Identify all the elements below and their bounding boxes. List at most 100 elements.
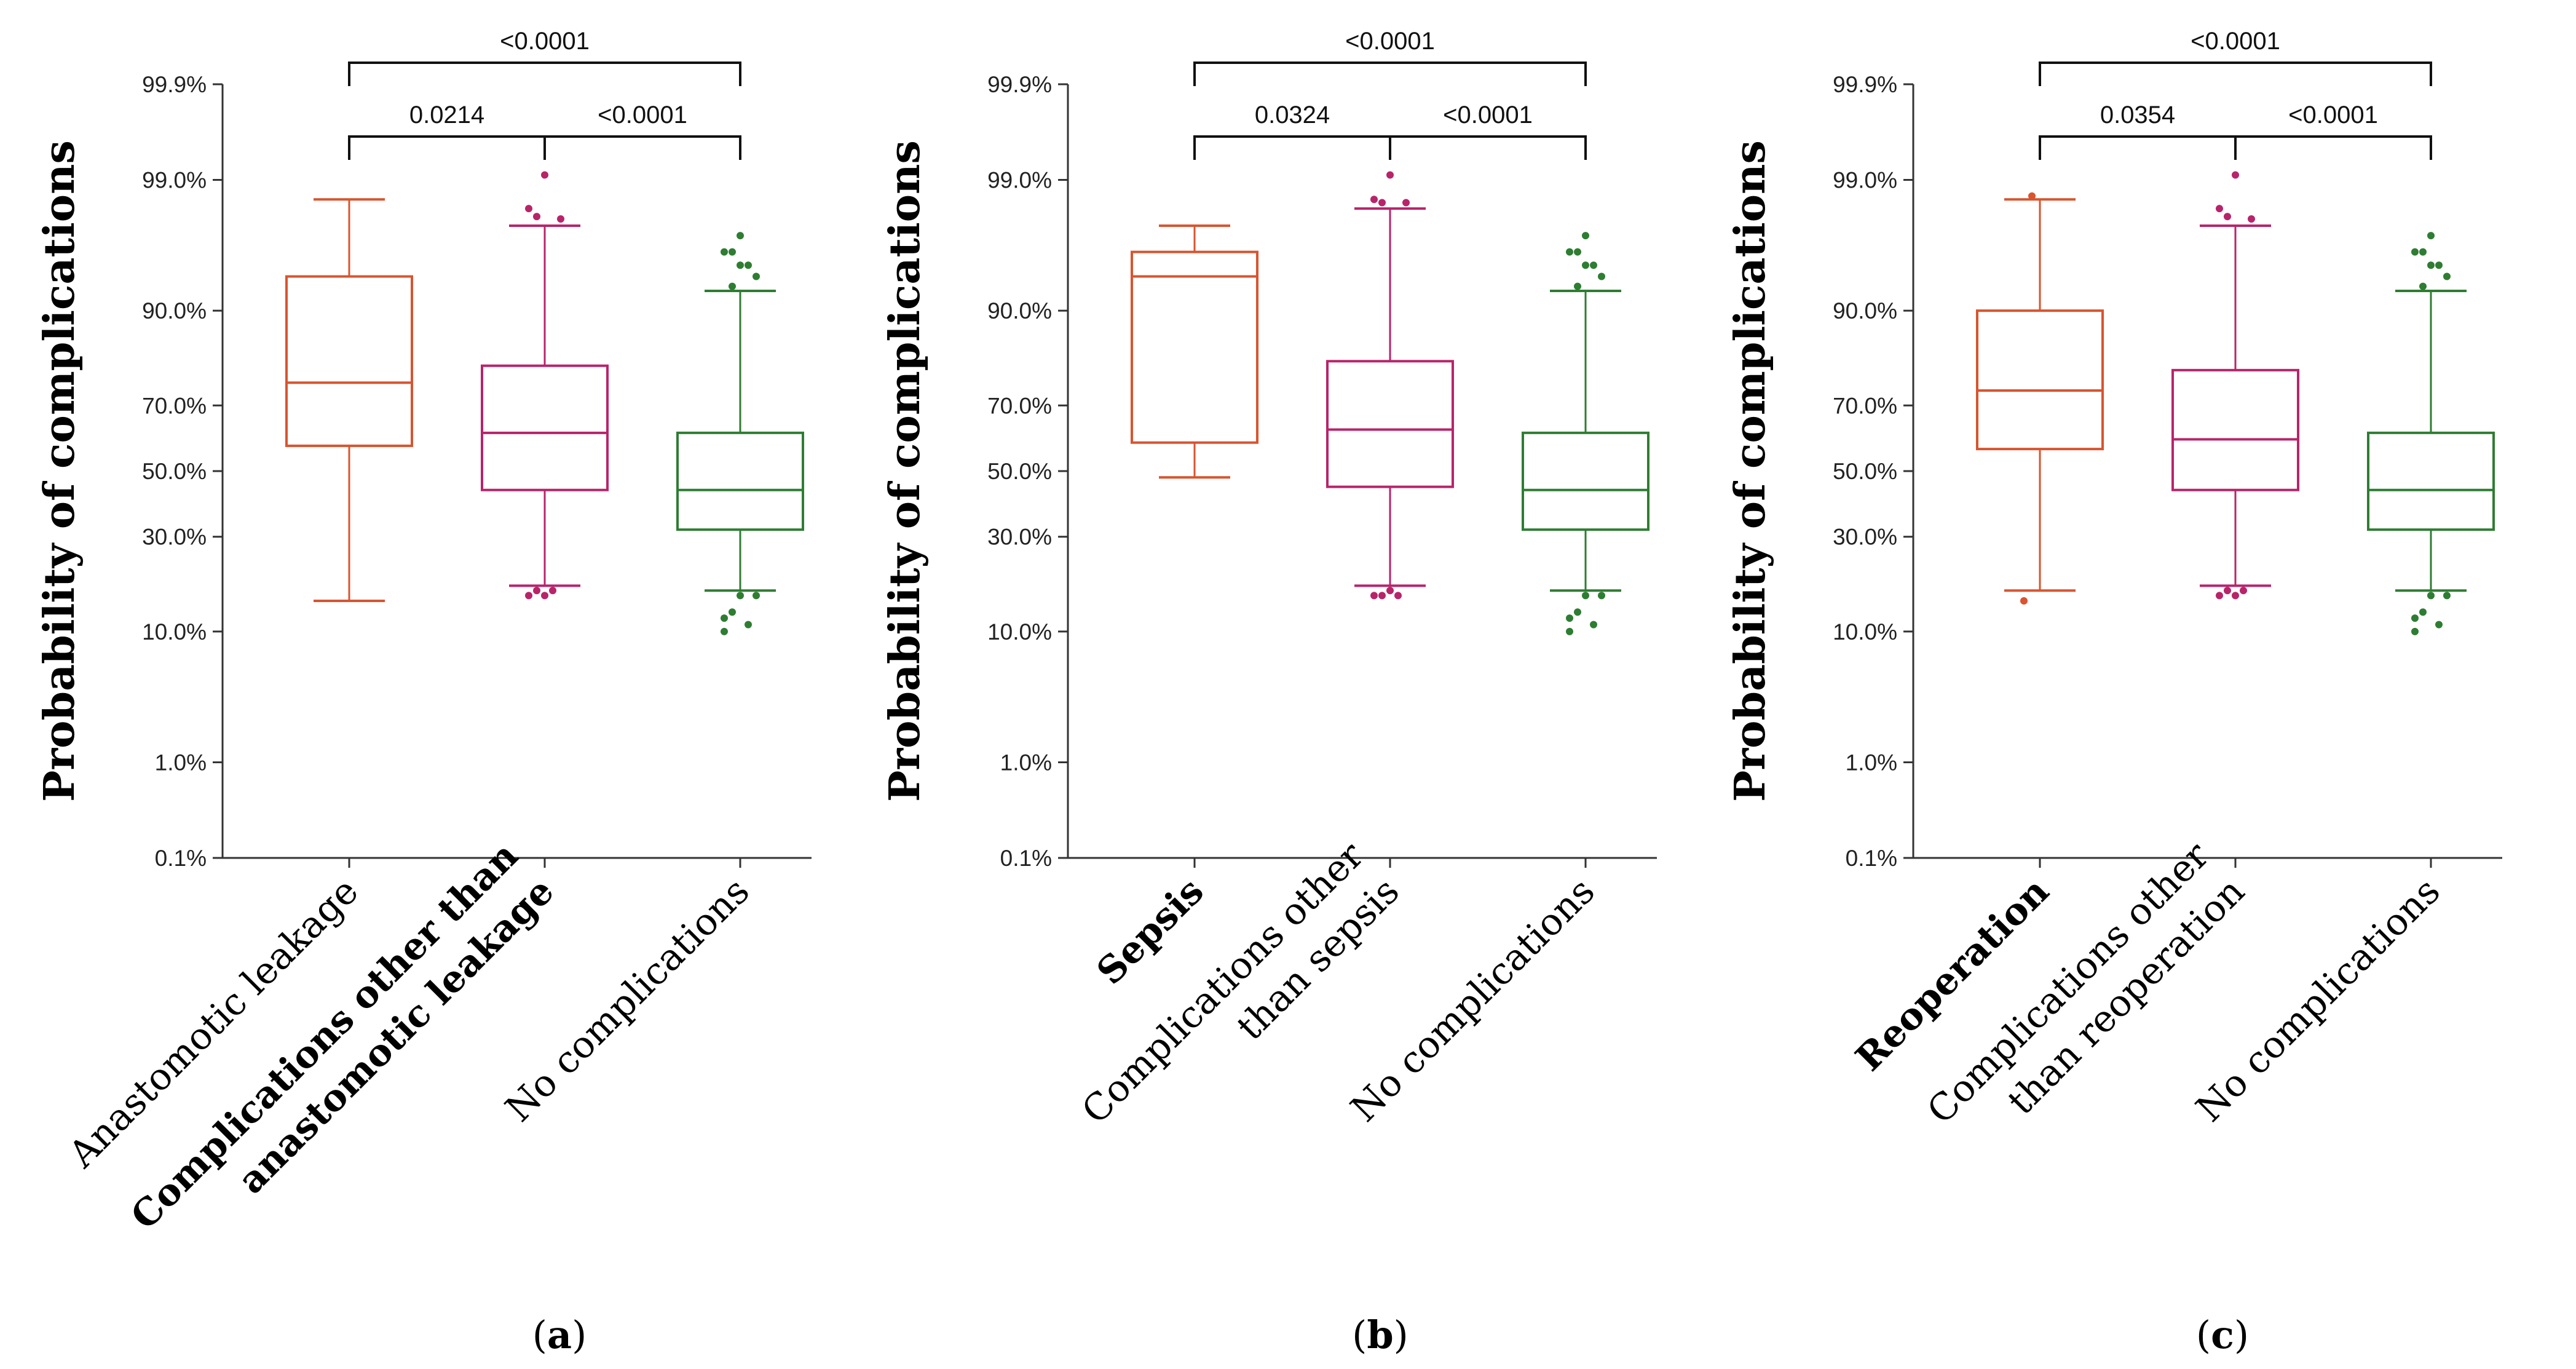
y-tick-label: 1.0%: [1000, 750, 1052, 776]
box-group: [676, 232, 804, 635]
y-tick-label: 30.0%: [142, 525, 207, 550]
outlier-point: [557, 215, 564, 223]
x-category-label: Complications otherthan sepsis: [1073, 834, 1407, 1168]
significance-label: <0.0001: [1443, 101, 1533, 129]
panel-label: (b): [1352, 1312, 1409, 1357]
outlier-point: [1574, 608, 1581, 616]
y-tick-label: 0.1%: [1846, 846, 1897, 871]
panel-label: (a): [532, 1312, 587, 1357]
y-tick-label: 0.1%: [1000, 846, 1052, 871]
y-tick-label: 10.0%: [142, 619, 207, 645]
y-axis-label: Probability of complications: [880, 140, 930, 802]
outlier-point: [1598, 592, 1605, 600]
outlier-point: [721, 248, 728, 256]
box-iqr: [1522, 431, 1650, 531]
box-group: [1976, 192, 2104, 605]
y-tick-label: 50.0%: [1833, 459, 1897, 484]
outlier-point: [1566, 248, 1573, 256]
outlier-point: [2435, 621, 2443, 629]
outlier-point: [721, 614, 728, 622]
y-tick-label: 70.0%: [987, 393, 1052, 418]
outlier-point: [2028, 192, 2036, 200]
outlier-point: [1582, 232, 1589, 240]
outlier-point: [2020, 597, 2028, 605]
box-group: [1326, 171, 1454, 600]
panel-label-open: (: [2196, 1312, 2211, 1357]
outlier-point: [2427, 261, 2435, 269]
significance-bracket: [348, 135, 546, 160]
y-tick-label: 30.0%: [1833, 525, 1897, 550]
chart-panel-3: Probability of complications 99.9% 99.0% 90…: [1726, 28, 2502, 1357]
panel-label-letter: b: [1367, 1312, 1393, 1357]
outlier-point: [1386, 587, 1394, 595]
y-tick-label: 90.0%: [1833, 298, 1897, 323]
outlier-point: [1574, 248, 1581, 256]
y-tick-label: 99.0%: [142, 167, 207, 192]
outlier-point: [2232, 592, 2239, 600]
outlier-point: [753, 592, 760, 600]
significance-label: 0.0354: [2100, 101, 2175, 129]
outlier-point: [729, 248, 736, 256]
outlier-point: [2427, 232, 2435, 240]
outlier-point: [2427, 592, 2435, 600]
outlier-point: [2419, 608, 2427, 616]
significance-bracket: [1389, 135, 1587, 160]
outlier-point: [729, 282, 736, 290]
outlier-point: [1566, 614, 1573, 622]
y-tick-label: 99.0%: [1833, 167, 1897, 192]
x-category-label: Complications otherthan reoperation: [1919, 834, 2253, 1168]
outlier-point: [2411, 627, 2419, 635]
box-iqr: [481, 364, 609, 491]
x-category-line: Sepsis: [1089, 870, 1212, 993]
significance-bracket: [348, 62, 741, 86]
y-tick-label: 99.9%: [1833, 72, 1897, 97]
significance-bracket: [2039, 62, 2432, 86]
outlier-point: [1370, 592, 1378, 600]
significance-label: <0.0001: [598, 101, 687, 129]
outlier-point: [737, 261, 744, 269]
outlier-point: [721, 627, 728, 635]
y-tick-label: 10.0%: [1833, 619, 1897, 645]
outlier-point: [525, 205, 532, 213]
chart-panel-1: Probability of complications 99.9% 99.0% 90…: [35, 28, 812, 1357]
outlier-point: [2240, 587, 2247, 595]
outlier-point: [729, 608, 736, 616]
outlier-point: [1386, 171, 1394, 179]
panel-label-letter: c: [2211, 1312, 2234, 1357]
y-tick-label: 99.9%: [987, 72, 1052, 97]
panel-label-open: (: [532, 1312, 547, 1357]
outlier-point: [2419, 282, 2427, 290]
y-tick-label: 99.0%: [987, 167, 1052, 192]
x-category-label: Sepsis: [1089, 870, 1212, 993]
outlier-point: [2216, 205, 2223, 213]
outlier-point: [2443, 592, 2451, 600]
outlier-point: [1598, 272, 1605, 280]
outlier-point: [737, 232, 744, 240]
chart-panel-2: Probability of complications 99.9% 99.0% 90…: [880, 28, 1657, 1357]
y-tick-label: 90.0%: [987, 298, 1052, 323]
significance-bracket: [543, 135, 741, 160]
outlier-point: [1370, 196, 1378, 204]
significance-label: <0.0001: [500, 28, 590, 55]
outlier-point: [2411, 614, 2419, 622]
outlier-point: [1378, 592, 1386, 600]
significance-label: <0.0001: [2288, 101, 2378, 129]
panel-label-open: (: [1352, 1312, 1367, 1357]
box-group: [1131, 224, 1258, 479]
outlier-point: [737, 592, 744, 600]
outlier-point: [1394, 592, 1402, 600]
y-tick-label: 1.0%: [1846, 750, 1897, 776]
significance-label: 0.0214: [409, 101, 484, 129]
outlier-point: [745, 261, 752, 269]
panel-label-close: ): [2234, 1312, 2249, 1357]
box-iqr: [2171, 368, 2299, 491]
outlier-point: [2224, 213, 2231, 221]
y-tick-label: 70.0%: [142, 393, 207, 418]
x-category-line: anastomotic leakage: [230, 870, 563, 1202]
outlier-point: [533, 587, 540, 595]
significance-label: 0.0324: [1255, 101, 1330, 129]
y-tick-label: 50.0%: [987, 459, 1052, 484]
outlier-point: [541, 592, 548, 600]
outlier-point: [753, 272, 760, 280]
